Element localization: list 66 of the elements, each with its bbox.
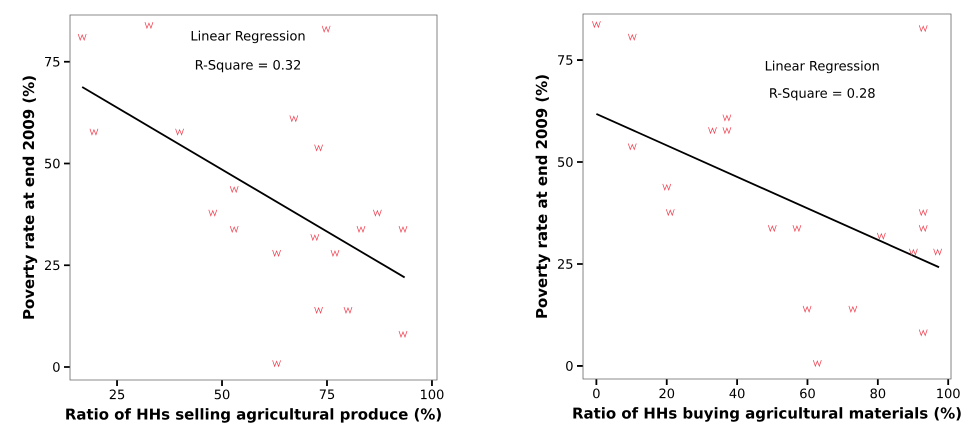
point xyxy=(666,208,675,216)
annotation: Linear Regression xyxy=(192,30,305,44)
y-tick-label: 25 xyxy=(44,260,60,270)
point xyxy=(933,248,942,256)
x-tick-label: 75 xyxy=(320,390,334,400)
point xyxy=(877,232,886,240)
point xyxy=(918,24,928,32)
y-tick-label: 25 xyxy=(558,259,572,269)
x-tick-label: 50 xyxy=(214,390,230,400)
point xyxy=(272,250,281,256)
y-tick-label: 50 xyxy=(45,158,60,168)
point xyxy=(802,305,812,312)
point xyxy=(90,128,98,136)
y-tick-label: 0 xyxy=(566,361,573,371)
point xyxy=(662,184,672,190)
point xyxy=(322,25,330,32)
point xyxy=(78,34,87,40)
x-tick-label: 100 xyxy=(937,388,960,398)
y-axis-title: Poverty rate at end 2009 (%) xyxy=(22,76,38,319)
point xyxy=(314,144,323,151)
point xyxy=(398,330,408,338)
point xyxy=(812,360,822,366)
x-tick-label: 20 xyxy=(659,388,674,398)
y-tick-label: 75 xyxy=(45,56,60,67)
point xyxy=(398,226,408,232)
point xyxy=(175,128,184,136)
point xyxy=(722,126,732,134)
point xyxy=(230,186,239,192)
x-tick-label: 60 xyxy=(800,388,815,398)
x-tick-label: 25 xyxy=(110,390,124,400)
point xyxy=(592,20,601,28)
point xyxy=(909,248,918,256)
point xyxy=(848,305,858,312)
point xyxy=(918,224,928,232)
point xyxy=(628,33,637,40)
annotation: R-Square = 0.32 xyxy=(196,60,300,72)
point xyxy=(208,209,218,216)
y-tick-label: 0 xyxy=(53,362,60,372)
point xyxy=(344,306,352,314)
annotation: R-Square = 0.28 xyxy=(770,88,875,100)
point xyxy=(330,250,340,256)
point xyxy=(310,234,320,241)
x-tick-label: 80 xyxy=(870,388,886,398)
y-tick-label: 50 xyxy=(558,157,573,167)
x-tick-label: 40 xyxy=(729,388,744,398)
point xyxy=(768,224,777,232)
point xyxy=(722,114,732,121)
point xyxy=(708,126,717,134)
point xyxy=(230,226,239,232)
point xyxy=(918,329,928,336)
x-tick-label: 0 xyxy=(593,388,600,398)
point xyxy=(289,114,298,122)
point xyxy=(792,224,802,232)
x-tick-label: 100 xyxy=(421,390,444,400)
point xyxy=(272,360,281,367)
point xyxy=(144,22,154,29)
point xyxy=(918,208,928,216)
point xyxy=(314,306,323,314)
point xyxy=(373,209,382,216)
y-axis-title: Poverty rate at end 2009 (%) xyxy=(536,75,550,318)
x-axis-title: Ratio of HHs buying agricultural materials (%) xyxy=(573,407,961,422)
point xyxy=(628,143,637,150)
y-tick-label: 75 xyxy=(558,55,572,65)
x-axis-title: Ratio of HHs selling agricultural produce (%) xyxy=(66,408,441,423)
point xyxy=(356,226,366,232)
annotation: Linear Regression xyxy=(766,60,879,74)
